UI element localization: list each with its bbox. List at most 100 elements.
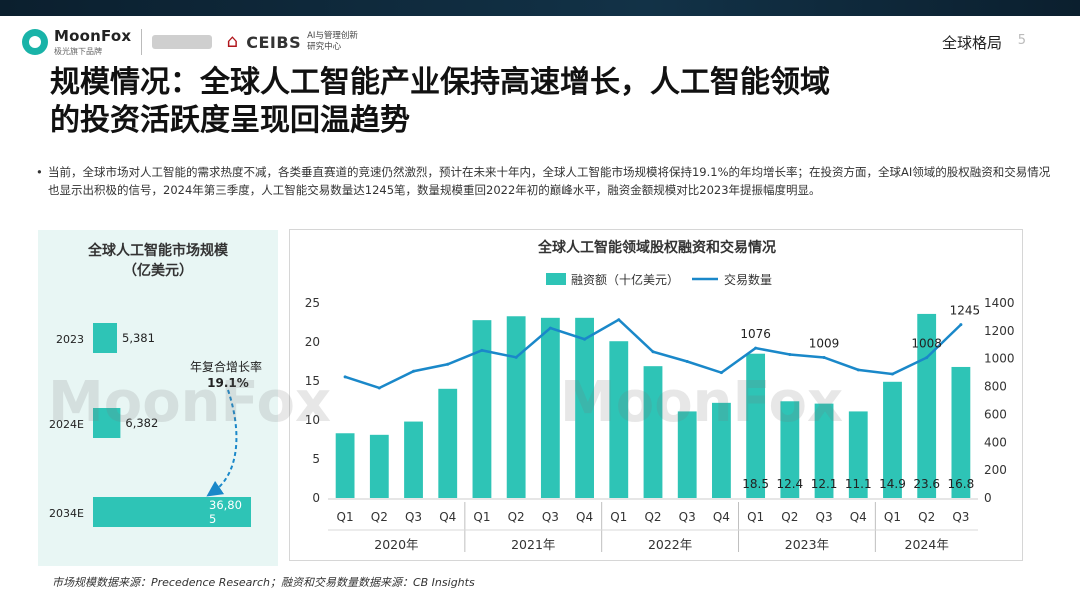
year-label: 2023年 xyxy=(785,537,829,552)
funding-bar xyxy=(335,433,355,498)
market-size-subtitle: （亿美元） xyxy=(123,263,193,279)
cagr-arrow xyxy=(206,389,238,497)
right-axis-tick: 200 xyxy=(984,463,1007,477)
bullet-dot-icon: • xyxy=(36,165,43,179)
left-axis-tick: 0 xyxy=(312,491,320,505)
market-size-chart: 2023 5,381 2024E 6,382 2034E 36,805 年复合增长率 19… xyxy=(49,323,262,527)
page-title: 规模情况：全球人工智能产业保持高速增长，人工智能领域 的投资活跃度呈现回温趋势 xyxy=(50,64,1050,140)
investment-panel: 全球人工智能领域股权融资和交易情况 融资额（十亿美元） 交易数量 0 5 10 15 2… xyxy=(289,229,1023,561)
left-axis-tick: 20 xyxy=(305,335,320,349)
quarter-label: Q1 xyxy=(884,510,901,524)
quarter-label: Q1 xyxy=(473,510,490,524)
deals-value-label: 1245 xyxy=(950,304,981,318)
deals-point xyxy=(788,353,792,357)
ceibs-logo-icon: ⌂ xyxy=(226,31,238,52)
deals-point xyxy=(377,386,381,390)
page-title-line2: 的投资活跃度呈现回温趋势 xyxy=(50,103,410,138)
deals-point xyxy=(343,375,347,379)
quarter-label: Q4 xyxy=(439,510,456,524)
funding-bar xyxy=(883,381,902,498)
funding-value-label: 16.8 xyxy=(948,477,975,491)
market-bar xyxy=(93,408,121,438)
funding-bar xyxy=(712,402,731,498)
quarter-label: Q2 xyxy=(508,510,525,524)
market-value-label: 5 xyxy=(209,512,216,526)
funding-bar xyxy=(540,317,560,498)
quarter-label: Q2 xyxy=(644,510,661,524)
deals-value-label: 1008 xyxy=(911,337,942,351)
funding-bar xyxy=(404,421,423,498)
funding-bar xyxy=(472,320,492,498)
market-category-label: 2034E xyxy=(49,507,84,520)
quarter-label: Q2 xyxy=(781,510,798,524)
right-axis-tick: 1200 xyxy=(984,324,1015,338)
moonfox-logo-text: MoonFox 极光旗下品牌 xyxy=(54,27,131,57)
quarter-label: Q4 xyxy=(576,510,593,524)
deals-point xyxy=(651,350,655,354)
market-category-label: 2024E xyxy=(49,418,84,431)
left-axis-tick: 5 xyxy=(312,452,320,466)
market-bar xyxy=(93,497,251,527)
logo-divider xyxy=(141,29,143,55)
year-label: 2021年 xyxy=(511,537,555,552)
quarter-label: Q2 xyxy=(371,510,388,524)
market-size-title: 全球人工智能市场规模 xyxy=(88,243,228,259)
deals-point xyxy=(617,318,621,322)
market-value-label: 36,80 xyxy=(209,498,242,512)
left-axis-tick: 10 xyxy=(305,413,320,427)
deals-point xyxy=(548,326,552,330)
funding-bar xyxy=(814,403,834,498)
funding-bar xyxy=(369,434,389,498)
funding-bar xyxy=(848,411,868,498)
investment-chart: 全球人工智能领域股权融资和交易情况 融资额（十亿美元） 交易数量 0 5 10 15 2… xyxy=(305,239,1015,552)
left-axis-tick: 25 xyxy=(305,296,320,310)
deals-point xyxy=(754,346,758,350)
quarter-label: Q1 xyxy=(610,510,627,524)
cagr-value: 19.1% xyxy=(207,376,249,390)
header-logos: MoonFox 极光旗下品牌 ⌂ CEIBS AI与管理创新 研究中心 xyxy=(22,24,358,60)
left-axis-tick: 15 xyxy=(305,374,320,388)
investment-chart-title: 全球人工智能领域股权融资和交易情况 xyxy=(537,239,776,256)
funding-bar xyxy=(575,317,594,498)
year-label: 2020年 xyxy=(374,537,418,552)
funding-bar xyxy=(506,316,526,498)
deals-point xyxy=(822,355,826,359)
deals-point xyxy=(412,369,416,373)
funding-value-label: 14.9 xyxy=(879,477,906,491)
quarter-label: Q3 xyxy=(405,510,422,524)
moonfox-slogan: 极光旗下品牌 xyxy=(54,47,102,56)
moonfox-logo-icon xyxy=(22,29,48,55)
moonfox-name: MoonFox xyxy=(54,27,132,45)
deals-point xyxy=(480,348,484,352)
cagr-label: 年复合增长率 xyxy=(190,359,262,374)
funding-value-label: 23.6 xyxy=(913,477,940,491)
funding-bar xyxy=(438,388,458,498)
funding-bar xyxy=(951,366,971,498)
deals-point xyxy=(890,372,894,376)
deals-value-label: 1009 xyxy=(809,336,840,350)
blurred-logo xyxy=(152,35,213,49)
page-number: 5 xyxy=(1017,33,1026,48)
deals-point xyxy=(583,337,587,341)
funding-value-label: 18.5 xyxy=(742,477,769,491)
market-value-label: 6,382 xyxy=(125,416,158,430)
quarter-label: Q2 xyxy=(918,510,935,524)
deals-point xyxy=(446,362,450,366)
ceibs-subtitle-line1: AI与管理创新 xyxy=(307,31,358,41)
right-axis-tick: 0 xyxy=(984,491,992,505)
summary-bullet: • 当前，全球市场对人工智能的需求热度不减，各类垂直赛道的竞速仍然激烈，预计在未… xyxy=(36,163,1058,199)
quarter-label: Q3 xyxy=(816,510,833,524)
top-bar xyxy=(0,0,1080,16)
deals-point xyxy=(925,356,929,360)
quarter-label: Q4 xyxy=(713,510,730,524)
deals-point xyxy=(514,355,518,359)
legend-bar-label: 融资额（十亿美元） xyxy=(571,272,679,287)
right-axis-tick: 1000 xyxy=(984,352,1015,366)
right-axis-tick: 800 xyxy=(984,380,1007,394)
right-axis-tick: 400 xyxy=(984,435,1007,449)
deals-point xyxy=(856,368,860,372)
funding-value-label: 12.4 xyxy=(776,477,803,491)
funding-bar xyxy=(643,366,663,498)
quarter-label: Q1 xyxy=(747,510,764,524)
year-label: 2022年 xyxy=(648,537,692,552)
